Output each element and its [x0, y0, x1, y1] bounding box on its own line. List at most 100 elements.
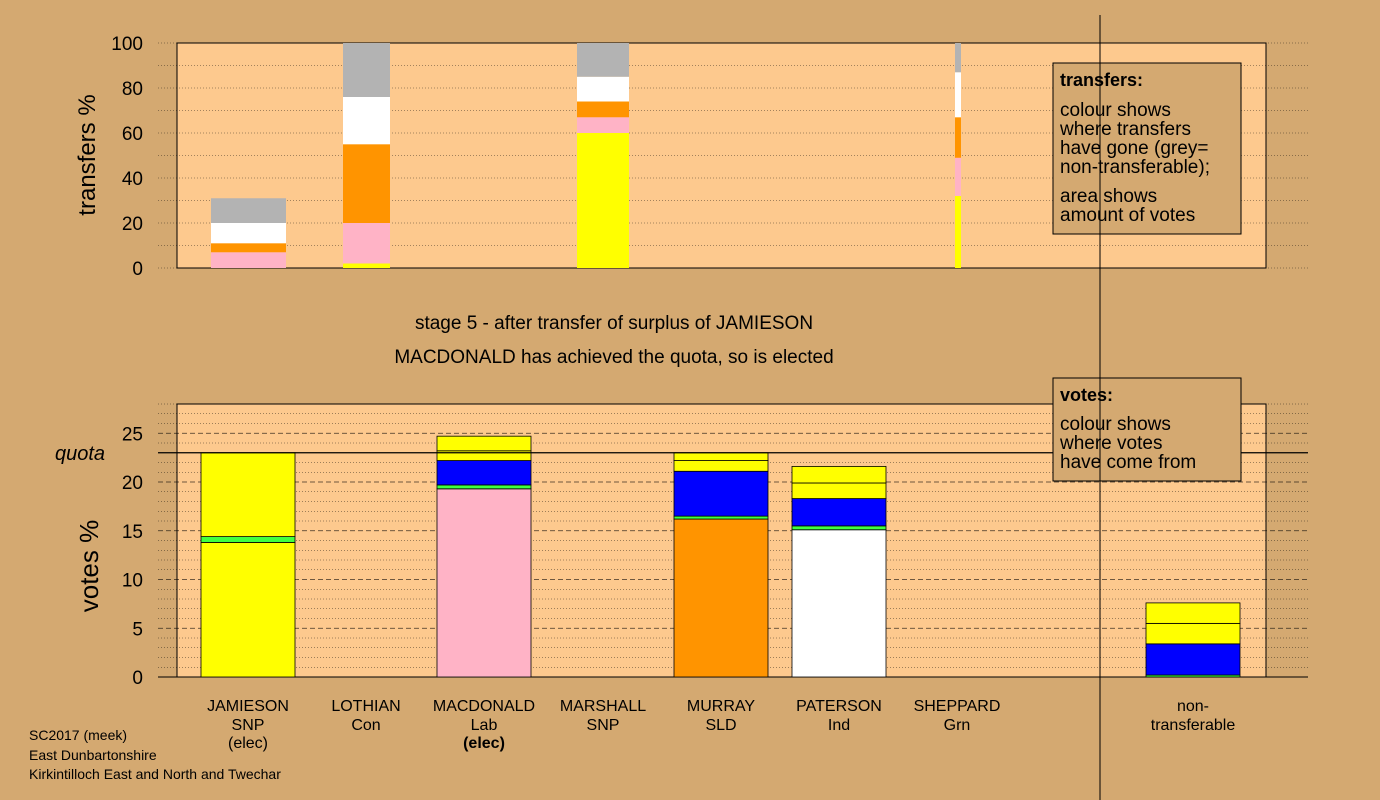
votes-bar-segment — [436, 435, 532, 452]
votes-bar — [200, 452, 296, 678]
votes-bar-segment — [200, 542, 296, 678]
transfers-y-tick-label: 20 — [122, 214, 143, 235]
footer-council: East Dunbartonshire — [29, 747, 157, 763]
votes-y-tick-label: 0 — [132, 668, 143, 689]
candidate-labels: JAMIESONSNP(elec)LOTHIANConMACDONALDLab(… — [207, 698, 1235, 752]
candidate-label: MARSHALL SNP — [560, 698, 646, 734]
votes-legend: votes: colour shows where votes have com… — [1052, 377, 1242, 482]
transfers-bar-segment — [343, 223, 390, 264]
footer-ward: Kirkintilloch East and North and Twechar — [29, 766, 281, 782]
transfers-y-tick-label: 100 — [111, 34, 143, 55]
candidate-label: MACDONALD Lab(elec) — [433, 698, 535, 752]
candidate-party: SNP — [232, 717, 265, 734]
candidate-party: Ind — [828, 717, 850, 734]
transfers-bar-segment — [211, 198, 286, 223]
votes-bar-segment — [436, 488, 532, 678]
candidate-label: MURRAY SLD — [687, 698, 755, 734]
transfers-legend-title: transfers: — [1060, 70, 1143, 90]
transfers-bar-segment — [955, 72, 961, 118]
transfers-bar — [343, 43, 390, 268]
votes-legend-line: colour shows — [1060, 414, 1171, 435]
footer: SC2017 (meek) East Dunbartonshire Kirkin… — [29, 727, 281, 782]
transfers-y-tick-label: 40 — [122, 169, 143, 190]
votes-bar-segment — [436, 460, 532, 486]
candidate-party: Grn — [944, 717, 971, 734]
candidate-label: LOTHIAN Con — [331, 698, 400, 734]
votes-y-tick-label: 20 — [122, 473, 143, 494]
candidate-party: SLD — [705, 717, 736, 734]
transfers-legend-line: where transfers — [1059, 119, 1191, 140]
votes-legend-title: votes: — [1060, 385, 1113, 405]
votes-bar-segment — [200, 452, 296, 537]
candidate-name: JAMIESON — [207, 698, 289, 715]
candidate-party: Lab — [471, 717, 498, 734]
votes-y-tick-label: 10 — [122, 571, 143, 592]
candidate-label: JAMIESON SNP(elec) — [207, 698, 289, 752]
transfers-legend: transfers: colour shows where transfers … — [1052, 62, 1242, 235]
transfers-y-tick-label: 80 — [122, 79, 143, 100]
transfers-bar — [211, 198, 286, 268]
votes-bar-segment — [673, 452, 769, 461]
transfers-y-ticks: 0 20 40 60 80 100 — [111, 34, 143, 280]
votes-bar — [1145, 602, 1241, 678]
votes-y-tick-label: 25 — [122, 424, 143, 445]
votes-bar-segment — [200, 536, 296, 543]
votes-y-tick-label: 5 — [132, 619, 143, 640]
transfers-bar-segment — [577, 133, 629, 268]
votes-bar-segment — [791, 529, 887, 678]
votes-bar-segment — [673, 518, 769, 678]
candidate-name: SHEPPARD — [914, 698, 1001, 715]
transfers-bar-segment — [577, 76, 629, 102]
votes-legend-line: have come from — [1060, 452, 1196, 473]
transfers-bar-segment — [955, 157, 961, 196]
candidate-status: (elec) — [228, 735, 268, 752]
votes-bar — [673, 452, 769, 678]
votes-bar-segment — [673, 470, 769, 517]
quota-label: quota — [55, 443, 105, 465]
transfers-y-tick-label: 0 — [132, 259, 143, 280]
candidate-name: MURRAY — [687, 698, 755, 715]
votes-bar-segment — [791, 465, 887, 484]
candidate-label: SHEPPARD Grn — [914, 698, 1001, 734]
votes-bar-segment — [436, 484, 532, 490]
transfers-bar-segment — [577, 43, 629, 77]
transfers-bar-segment — [343, 263, 390, 268]
candidate-name: MACDONALD — [433, 698, 535, 715]
transfers-bar-segment — [955, 117, 961, 158]
candidate-name: MARSHALL — [560, 698, 646, 715]
candidate-name: PATERSON — [796, 698, 882, 715]
transfers-legend-line: colour shows — [1060, 100, 1171, 121]
candidate-party: Con — [351, 717, 380, 734]
stage-caption: stage 5 - after transfer of surplus of J… — [415, 313, 813, 334]
votes-bar-segment — [673, 460, 769, 472]
transfers-bar-segment — [343, 97, 390, 145]
candidate-party: SNP — [587, 717, 620, 734]
transfers-bar-segment — [211, 243, 286, 253]
votes-bar-segment — [1145, 643, 1241, 676]
transfers-bar — [955, 43, 961, 268]
transfers-bar-segment — [211, 223, 286, 244]
transfers-y-tick-label: 60 — [122, 124, 143, 145]
transfers-bar-segment — [577, 101, 629, 118]
candidate-label: non-transferable — [1151, 698, 1236, 734]
votes-bars — [200, 435, 1241, 678]
votes-bar-segment — [791, 525, 887, 531]
votes-y-ticks: 0 5 10 15 20 25 — [122, 424, 143, 689]
transfers-legend-line: non-transferable); — [1060, 157, 1210, 178]
votes-bar-segment — [791, 498, 887, 527]
votes-y-axis-label: votes % — [74, 520, 104, 613]
candidate-name: non- — [1177, 698, 1209, 715]
transfers-legend-line: have gone (grey= — [1060, 138, 1208, 159]
transfers-bar-segment — [955, 43, 961, 73]
transfers-bar-segment — [955, 196, 961, 268]
candidate-label: PATERSON Ind — [796, 698, 882, 734]
elected-caption: MACDONALD has achieved the quota, so is … — [394, 347, 833, 368]
footer-system: SC2017 (meek) — [29, 727, 127, 743]
transfers-bar-segment — [343, 43, 390, 97]
transfers-y-axis-label: transfers % — [74, 94, 101, 215]
transfers-bar-segment — [343, 144, 390, 223]
candidate-party: transferable — [1151, 717, 1236, 734]
transfers-bar-segment — [211, 252, 286, 268]
candidate-status: (elec) — [463, 735, 505, 752]
votes-bar — [436, 435, 532, 678]
